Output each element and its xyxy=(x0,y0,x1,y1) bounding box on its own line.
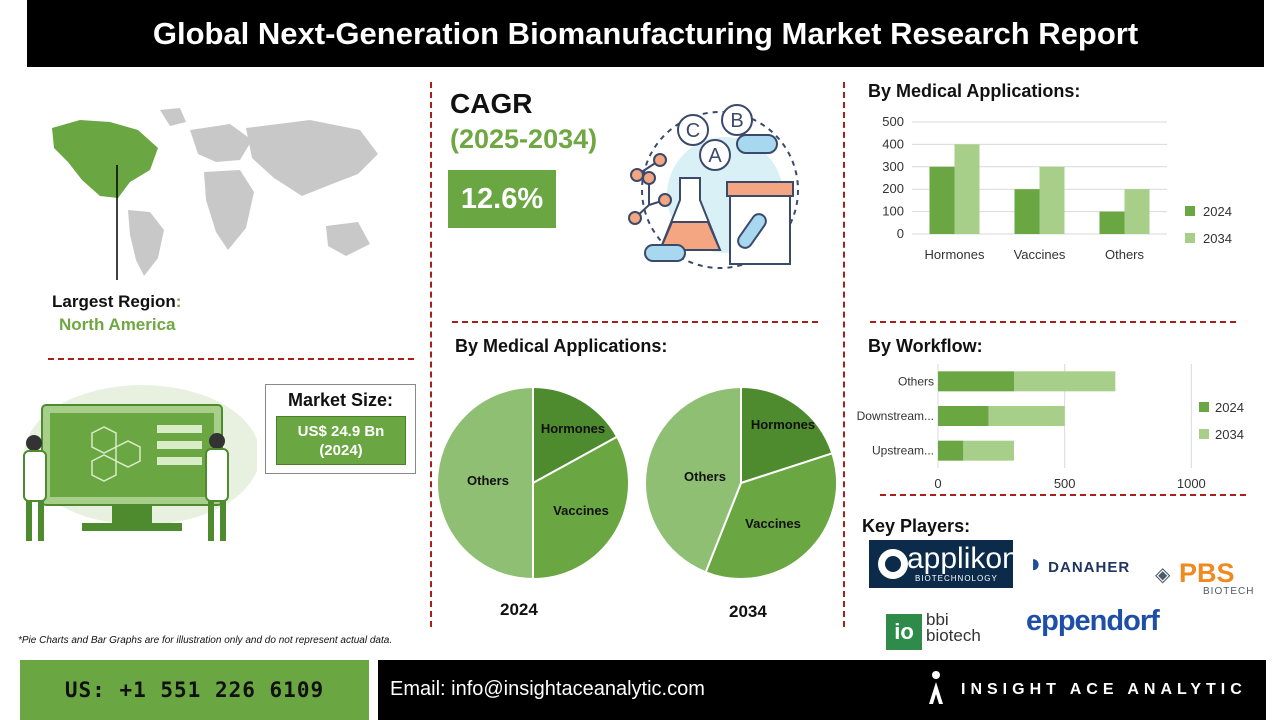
lab-scientists-icon xyxy=(23,385,257,541)
divider-left xyxy=(430,82,432,627)
market-size-year: (2024) xyxy=(319,441,363,459)
bar-2024-others xyxy=(1099,211,1125,234)
bar-2024-downstream xyxy=(938,406,989,426)
region-label: Largest Region: xyxy=(52,292,182,311)
bbi-mark-icon: io xyxy=(886,614,922,650)
bar-2034-vaccines xyxy=(1039,166,1065,234)
x-tick-label: Others xyxy=(1105,247,1145,262)
footer-bar: Email: info@insightaceanalytic.com INSIG… xyxy=(378,660,1266,720)
applikon-logo: applikon BIOTECHNOLOGY xyxy=(869,540,1019,588)
legend-label: 2024 xyxy=(1203,204,1232,219)
legend-label: 2024 xyxy=(1215,400,1244,415)
footer-brand: INSIGHT ACE ANALYTIC xyxy=(961,681,1247,698)
legend-swatch xyxy=(1199,402,1209,412)
pie-2034-year: 2034 xyxy=(729,602,767,621)
pie-slice-others xyxy=(436,385,534,581)
y-tick-label: Others xyxy=(898,374,934,388)
brand-logo-icon xyxy=(929,671,943,704)
legend-swatch xyxy=(1185,233,1195,243)
market-size-label: Market Size: xyxy=(287,390,394,410)
page-title: Global Next-Generation Biomanufacturing … xyxy=(27,0,1264,67)
divider-bar-apps xyxy=(870,321,1236,323)
bar-2034-upstream xyxy=(963,440,1014,461)
x-tick-label: 1000 xyxy=(1177,476,1206,491)
region-value: North America xyxy=(59,315,176,334)
footer-phone: US: +1 551 226 6109 xyxy=(20,660,369,720)
legend-label: 2034 xyxy=(1215,427,1244,442)
divider-cagr xyxy=(452,321,818,323)
bar-2034-others xyxy=(1124,189,1150,234)
x-tick-label: 0 xyxy=(934,476,941,491)
players-title: Key Players: xyxy=(862,516,971,536)
cagr-period: (2025-2034) xyxy=(450,124,598,154)
world-map-icon xyxy=(52,108,378,280)
market-size-value: US$ 24.9 Bn (2024) xyxy=(276,416,406,465)
applikon-mark-icon xyxy=(878,549,908,579)
pie-chart-2034: Hormones Vaccines Others xyxy=(644,385,838,580)
footer-email: Email: info@insightaceanalytic.com xyxy=(390,678,705,700)
bar-2024-upstream xyxy=(938,440,964,461)
danaher-mark-icon: ◗ xyxy=(1028,548,1044,578)
pie-slice-vaccines xyxy=(532,435,630,581)
pie-label-hormones: Hormones xyxy=(751,417,815,432)
danaher-logo: ◗ DANAHER xyxy=(1028,548,1131,578)
x-tick-label: Hormones xyxy=(925,247,985,262)
divider-region xyxy=(48,358,414,360)
bar-2024-others xyxy=(938,371,1014,392)
bbi-biotech-logo: io bbi biotech xyxy=(880,610,990,652)
svg-text:A: A xyxy=(708,145,722,167)
pie-label-others: Others xyxy=(467,473,509,488)
footnote: *Pie Charts and Bar Graphs are for illus… xyxy=(18,635,393,646)
pie-chart-2024: Hormones Vaccines Others xyxy=(436,385,630,581)
cagr-value: 12.6% xyxy=(448,170,556,228)
cagr-label: CAGR xyxy=(450,88,533,119)
bar-apps-title: By Medical Applications: xyxy=(868,81,1081,101)
bar-2024-hormones xyxy=(929,166,955,234)
y-tick-label: 100 xyxy=(882,204,904,219)
bar-apps-chart: 0 100 200 300 400 500 Hormones Vaccines Others 20… xyxy=(882,114,1232,262)
market-size-amount: US$ 24.9 Bn xyxy=(297,422,385,440)
pbs-logo: ◈ PBS BIOTECH xyxy=(1155,558,1255,597)
pie-label-hormones: Hormones xyxy=(541,421,605,436)
y-tick-label: 200 xyxy=(882,181,904,196)
y-tick-label: 500 xyxy=(882,114,904,129)
pie-label-vaccines: Vaccines xyxy=(745,516,801,531)
x-tick-label: 500 xyxy=(1054,476,1076,491)
workflow-chart: 0 500 1000 Upstream... Downstream... Others 20… xyxy=(857,364,1244,491)
pie-apps-title: By Medical Applications: xyxy=(455,336,668,356)
divider-right xyxy=(843,82,845,627)
bar-2034-others xyxy=(1014,371,1116,392)
pbs-mark-icon: ◈ xyxy=(1155,564,1171,586)
y-tick-label: 0 xyxy=(897,226,904,241)
pie-slice-vaccines xyxy=(704,452,838,580)
bar-2034-downstream xyxy=(988,406,1065,426)
y-tick-label: 400 xyxy=(882,136,904,151)
svg-text:B: B xyxy=(730,110,743,132)
pie-slice-hormones xyxy=(740,385,834,485)
y-tick-label: 300 xyxy=(882,159,904,174)
pie-label-others: Others xyxy=(684,469,726,484)
x-tick-label: Vaccines xyxy=(1014,247,1066,262)
y-tick-label: Downstream... xyxy=(857,409,934,423)
y-tick-label: Upstream... xyxy=(872,444,934,458)
pie-2024-year: 2024 xyxy=(500,600,538,619)
eppendorf-logo: eppendorf xyxy=(1026,605,1160,637)
svg-text:C: C xyxy=(686,120,700,142)
pharma-chemistry-icon: C B A xyxy=(628,104,799,269)
workflow-title: By Workflow: xyxy=(868,336,983,356)
bar-2034-hormones xyxy=(954,144,980,234)
legend-swatch xyxy=(1185,206,1195,216)
pie-slice-others xyxy=(644,385,742,574)
pie-slice-hormones xyxy=(532,385,619,485)
pie-label-vaccines: Vaccines xyxy=(553,503,609,518)
bar-2024-vaccines xyxy=(1014,189,1040,234)
divider-workflow xyxy=(880,494,1246,496)
legend-swatch xyxy=(1199,429,1209,439)
legend-label: 2034 xyxy=(1203,231,1232,246)
